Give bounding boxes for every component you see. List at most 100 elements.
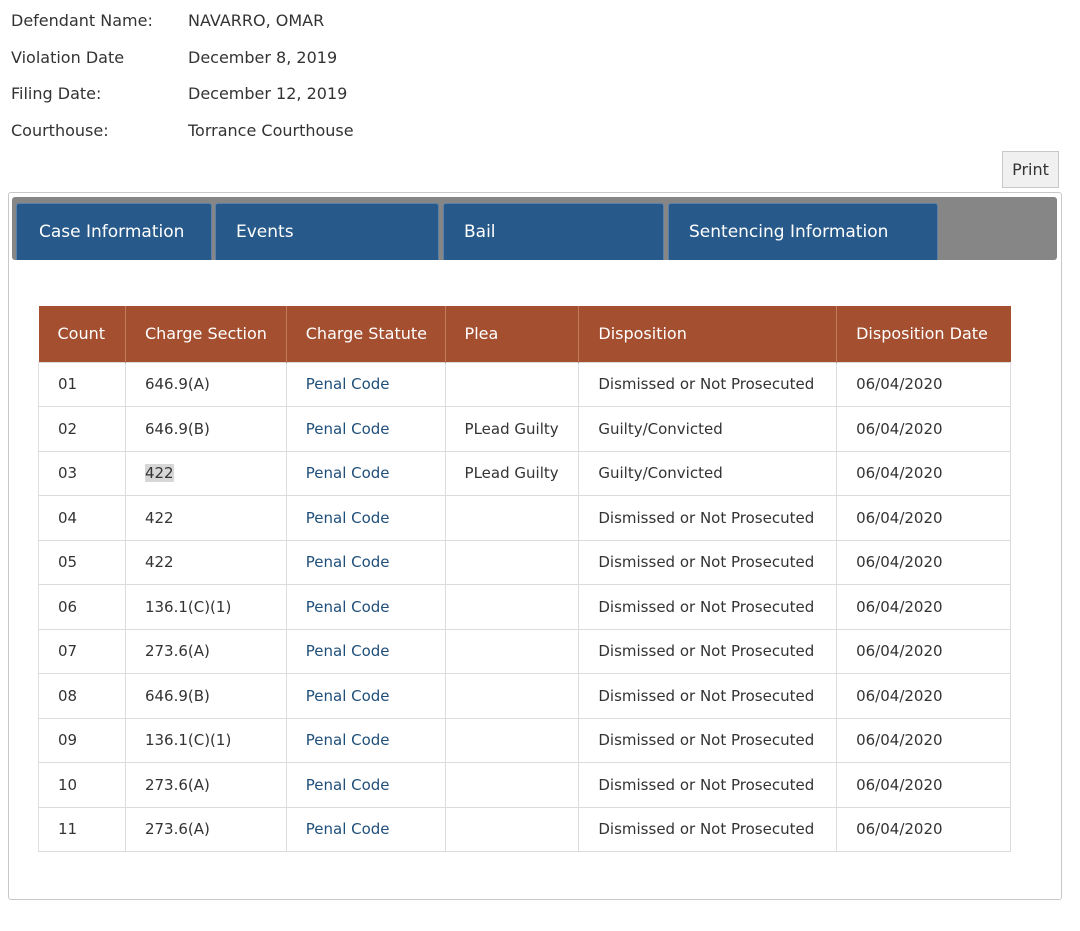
table-row: 02 646.9(B) Penal Code PLead Guilty Guil…	[38, 406, 1011, 452]
column-header-disposition: Disposition	[578, 306, 838, 362]
charge-statute-cell: Penal Code	[285, 673, 446, 719]
case-header: Defendant Name: NAVARRO, OMAR Violation …	[11, 11, 354, 157]
tab-case-information[interactable]: Case Information	[16, 203, 212, 260]
column-header-plea: Plea	[445, 306, 580, 362]
plea-cell: PLead Guilty	[444, 406, 580, 452]
table-row: 10 273.6(A) Penal Code Dismissed or Not …	[38, 762, 1011, 808]
charge-statute-cell: Penal Code	[285, 628, 446, 674]
table-header-row: Count Charge Section Charge Statute Plea…	[38, 306, 1011, 362]
plea-cell	[444, 806, 580, 852]
table-row: 11 273.6(A) Penal Code Dismissed or Not …	[38, 806, 1011, 852]
count-cell: 09	[38, 717, 126, 763]
charge-section-cell: 422	[124, 539, 287, 585]
disposition-cell: Dismissed or Not Prosecuted	[578, 495, 838, 541]
tab-label: Events	[236, 222, 294, 242]
print-button[interactable]: Print	[1002, 151, 1059, 188]
column-header-disposition-date: Disposition Date	[836, 306, 1011, 362]
charge-statute-cell: Penal Code	[285, 361, 446, 407]
charge-section-cell: 273.6(A)	[124, 762, 287, 808]
count-cell: 11	[38, 806, 126, 852]
violation-date-value: December 8, 2019	[188, 47, 338, 67]
disposition-date-cell: 06/04/2020	[836, 717, 1011, 763]
table-row: 01 646.9(A) Penal Code Dismissed or Not …	[38, 361, 1011, 407]
charge-section-cell: 273.6(A)	[124, 806, 287, 852]
charge-section-cell: 136.1(C)(1)	[124, 717, 287, 763]
count-cell: 05	[38, 539, 126, 585]
field-label: Defendant Name:	[11, 11, 153, 30]
disposition-cell: Dismissed or Not Prosecuted	[578, 361, 838, 407]
courthouse-value: Torrance Courthouse	[188, 120, 354, 140]
charge-statute-link[interactable]: Penal Code	[305, 464, 390, 483]
charge-statute-cell: Penal Code	[285, 495, 446, 541]
disposition-cell: Dismissed or Not Prosecuted	[578, 673, 838, 719]
disposition-cell: Guilty/Convicted	[578, 450, 838, 496]
plea-cell	[444, 361, 580, 407]
charge-statute-link[interactable]: Penal Code	[305, 553, 390, 572]
charge-statute-link[interactable]: Penal Code	[305, 642, 390, 661]
count-cell: 04	[38, 495, 126, 541]
disposition-date-cell: 06/04/2020	[836, 584, 1011, 630]
charges-table: Count Charge Section Charge Statute Plea…	[38, 306, 1011, 852]
charge-statute-link[interactable]: Penal Code	[305, 419, 390, 438]
field-label: Filing Date:	[11, 84, 102, 103]
count-cell: 03	[38, 450, 126, 496]
count-cell: 06	[38, 584, 126, 630]
disposition-cell: Dismissed or Not Prosecuted	[578, 762, 838, 808]
tab-bail[interactable]: Bail	[443, 203, 664, 260]
charge-statute-link[interactable]: Penal Code	[305, 775, 390, 794]
disposition-date-cell: 06/04/2020	[836, 539, 1011, 585]
filing-date-row: Filing Date: December 12, 2019	[11, 84, 354, 121]
disposition-date-cell: 06/04/2020	[836, 361, 1011, 407]
disposition-date-cell: 06/04/2020	[836, 495, 1011, 541]
charge-statute-link[interactable]: Penal Code	[305, 375, 390, 394]
plea-cell	[444, 584, 580, 630]
table-row: 03 422 Penal Code PLead Guilty Guilty/Co…	[38, 450, 1011, 496]
plea-cell: PLead Guilty	[444, 450, 580, 496]
charge-section-cell: 646.9(A)	[124, 361, 287, 407]
tab-label: Bail	[464, 222, 496, 242]
charge-statute-link[interactable]: Penal Code	[305, 508, 390, 527]
charge-statute-cell: Penal Code	[285, 406, 446, 452]
charge-statute-cell: Penal Code	[285, 806, 446, 852]
disposition-date-cell: 06/04/2020	[836, 673, 1011, 719]
charge-statute-link[interactable]: Penal Code	[305, 731, 390, 750]
table-row: 08 646.9(B) Penal Code Dismissed or Not …	[38, 673, 1011, 719]
column-header-charge-statute: Charge Statute	[286, 306, 446, 362]
tab-sentencing-information[interactable]: Sentencing Information	[668, 203, 938, 260]
plea-cell	[444, 762, 580, 808]
charge-section-cell: 422	[124, 495, 287, 541]
charge-section-cell: 646.9(B)	[124, 673, 287, 719]
count-cell: 07	[38, 628, 126, 674]
table-row: 05 422 Penal Code Dismissed or Not Prose…	[38, 539, 1011, 585]
table-row: 09 136.1(C)(1) Penal Code Dismissed or N…	[38, 717, 1011, 763]
charge-statute-cell: Penal Code	[285, 584, 446, 630]
charge-statute-link[interactable]: Penal Code	[305, 820, 390, 839]
courthouse-row: Courthouse: Torrance Courthouse	[11, 121, 354, 158]
disposition-cell: Guilty/Convicted	[578, 406, 838, 452]
violation-date-row: Violation Date December 8, 2019	[11, 48, 354, 85]
table-row: 06 136.1(C)(1) Penal Code Dismissed or N…	[38, 584, 1011, 630]
charge-statute-cell: Penal Code	[285, 717, 446, 763]
count-cell: 10	[38, 762, 126, 808]
disposition-date-cell: 06/04/2020	[836, 406, 1011, 452]
count-cell: 08	[38, 673, 126, 719]
count-cell: 02	[38, 406, 126, 452]
charge-statute-link[interactable]: Penal Code	[305, 686, 390, 705]
charge-section-cell: 273.6(A)	[124, 628, 287, 674]
disposition-cell: Dismissed or Not Prosecuted	[578, 584, 838, 630]
charge-section-cell: 422	[124, 450, 287, 496]
plea-cell	[444, 673, 580, 719]
table-row: 07 273.6(A) Penal Code Dismissed or Not …	[38, 628, 1011, 674]
column-header-charge-section: Charge Section	[125, 306, 287, 362]
disposition-date-cell: 06/04/2020	[836, 806, 1011, 852]
charge-statute-cell: Penal Code	[285, 762, 446, 808]
disposition-date-cell: 06/04/2020	[836, 628, 1011, 674]
disposition-date-cell: 06/04/2020	[836, 762, 1011, 808]
charge-statute-link[interactable]: Penal Code	[305, 597, 390, 616]
plea-cell	[444, 628, 580, 674]
disposition-date-cell: 06/04/2020	[836, 450, 1011, 496]
defendant-name-row: Defendant Name: NAVARRO, OMAR	[11, 11, 354, 48]
tab-label: Case Information	[39, 222, 185, 242]
plea-cell	[444, 495, 580, 541]
tab-events[interactable]: Events	[215, 203, 439, 260]
